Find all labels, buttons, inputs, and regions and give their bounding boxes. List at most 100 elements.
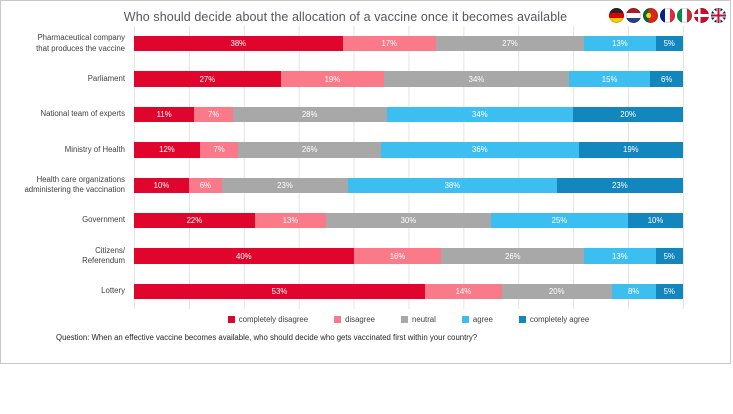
bar-value-label: 7% [207, 109, 220, 119]
bar-value-label: 5% [663, 39, 675, 49]
bar-value-label: 8% [627, 286, 640, 296]
bar-segment-disagree: 14% [424, 283, 502, 300]
category-label: National team of experts [40, 109, 125, 119]
bar-segment-agree: 34% [386, 106, 574, 123]
bar-value-label: 40% [235, 251, 252, 261]
legend-item-completely-agree: completely agree [518, 315, 590, 325]
bar-value-label: 20% [620, 109, 636, 119]
chart-row: Government 22% 13% 30% 25% 10% [1, 203, 730, 238]
bar-value-label: 27% [502, 39, 518, 49]
bar-track: 53% 14% 20% 8% 5% [134, 283, 683, 300]
bar-value-label: 16% [389, 251, 406, 261]
bar-value-label: 11% [156, 109, 172, 119]
bar-value-label: 22% [186, 216, 203, 226]
bar-segment-agree: 38% [348, 177, 557, 193]
legend-item-completely-disagree: completely disagree [227, 315, 308, 324]
legend-label: completely agree [529, 315, 590, 325]
bar-segment-agree: 15% [568, 71, 651, 87]
bar-value-label: 27% [199, 74, 216, 84]
bar-value-label: 6% [199, 180, 211, 190]
bar-value-label: 14% [455, 286, 472, 296]
bar-segment-completely-disagree: 12% [134, 142, 200, 158]
bar-segment-disagree: 7% [194, 106, 233, 123]
bar-value-label: 17% [381, 39, 398, 49]
flag-netherlands-icon[interactable] [626, 8, 641, 23]
question-text: Question: When an effective vaccine beco… [56, 333, 478, 343]
chart-row: Parliament 27% 19% 34% 15% 6% [1, 61, 730, 96]
bar-segment-neutral: 26% [441, 248, 585, 264]
bar-segment-neutral: 27% [435, 35, 585, 52]
bar-value-label: 26% [301, 145, 318, 155]
flag-italy-icon[interactable] [677, 8, 692, 23]
bar-segment-agree: 36% [381, 142, 579, 158]
bar-segment-completely-disagree: 22% [134, 212, 255, 229]
category-label: Citizens/ Referendum [82, 245, 125, 266]
bar-value-label: 26% [504, 251, 521, 261]
bar-track: 40% 16% 26% 13% 5% [134, 248, 683, 264]
bar-value-label: 13% [612, 39, 628, 49]
category-label: Pharmaceutical company that produces the… [36, 33, 125, 53]
legend-label: neutral [412, 315, 436, 325]
bar-track: 27% 19% 34% 15% 6% [134, 71, 683, 87]
chart-card: Who should decide about the allocation o… [0, 0, 731, 364]
flag-uk-icon[interactable] [711, 8, 726, 23]
bar-segment-completely-disagree: 11% [134, 106, 195, 123]
bar-track: 10% 6% 23% 38% 23% [134, 177, 683, 193]
bar-segment-disagree: 13% [254, 212, 327, 229]
bar-segment-neutral: 20% [501, 283, 612, 300]
bar-segment-completely-agree: 10% [628, 212, 683, 229]
chart-row: Citizens/ Referendum 40% 16% 26% 13% 5% [1, 238, 730, 273]
bar-value-label: 10% [647, 216, 664, 226]
category-label: Health care organizations administering … [24, 174, 125, 195]
chart-row: Lottery 53% 14% 20% 8% 5% [1, 274, 730, 309]
stacked-bar-chart: Pharmaceutical company that produces the… [1, 26, 730, 309]
legend-label: agree [472, 315, 493, 325]
bar-segment-neutral: 26% [238, 142, 382, 158]
bar-segment-completely-agree: 5% [655, 283, 683, 300]
bar-segment-completely-agree: 20% [573, 106, 683, 123]
bar-segment-completely-agree: 6% [650, 71, 683, 87]
bar-segment-neutral: 34% [384, 71, 569, 87]
bar-value-label: 6% [661, 74, 673, 84]
bar-segment-completely-agree: 23% [556, 177, 683, 193]
bar-track: 12% 7% 26% 36% 19% [134, 142, 683, 158]
category-label: Lottery [101, 286, 125, 296]
legend-marker-icon [334, 316, 342, 324]
category-label: Government [82, 215, 125, 225]
bar-value-label: 13% [282, 216, 299, 226]
bar-value-label: 36% [472, 145, 488, 155]
bar-value-label: 38% [230, 39, 247, 49]
legend: completely disagree disagree neutral agree c… [134, 315, 683, 324]
bar-segment-completely-disagree: 53% [134, 283, 425, 300]
bar-value-label: 25% [551, 216, 568, 226]
bar-value-label: 10% [153, 180, 170, 190]
flag-germany-icon[interactable] [609, 8, 624, 23]
bar-segment-agree: 13% [584, 248, 656, 264]
legend-marker-icon [518, 316, 526, 324]
legend-item-agree: agree [461, 315, 493, 325]
bar-value-label: 23% [612, 180, 628, 190]
bar-segment-completely-disagree: 40% [134, 248, 354, 264]
category-label: Parliament [87, 73, 125, 83]
bar-value-label: 34% [472, 109, 488, 119]
flag-denmark-icon[interactable] [694, 8, 709, 23]
bar-value-label: 5% [663, 286, 675, 296]
bar-value-label: 30% [400, 216, 417, 226]
flag-portugal-icon[interactable] [643, 8, 658, 23]
bar-segment-disagree: 16% [353, 248, 442, 264]
bar-value-label: 28% [301, 109, 318, 119]
bar-value-label: 23% [277, 180, 293, 190]
bar-value-label: 7% [213, 145, 225, 155]
category-label: Ministry of Health [64, 144, 125, 154]
bar-segment-agree: 13% [584, 35, 656, 52]
bar-segment-completely-agree: 19% [578, 142, 683, 158]
legend-marker-icon [461, 316, 469, 324]
chart-row: Health care organizations administering … [1, 168, 730, 203]
country-flags [609, 8, 726, 23]
legend-item-disagree: disagree [334, 315, 375, 324]
bar-value-label: 19% [324, 74, 341, 84]
flag-france-icon[interactable] [660, 8, 675, 23]
bar-value-label: 13% [612, 251, 628, 261]
legend-marker-icon [401, 316, 409, 324]
chart-row: Ministry of Health 12% 7% 26% 36% 19% [1, 132, 730, 167]
